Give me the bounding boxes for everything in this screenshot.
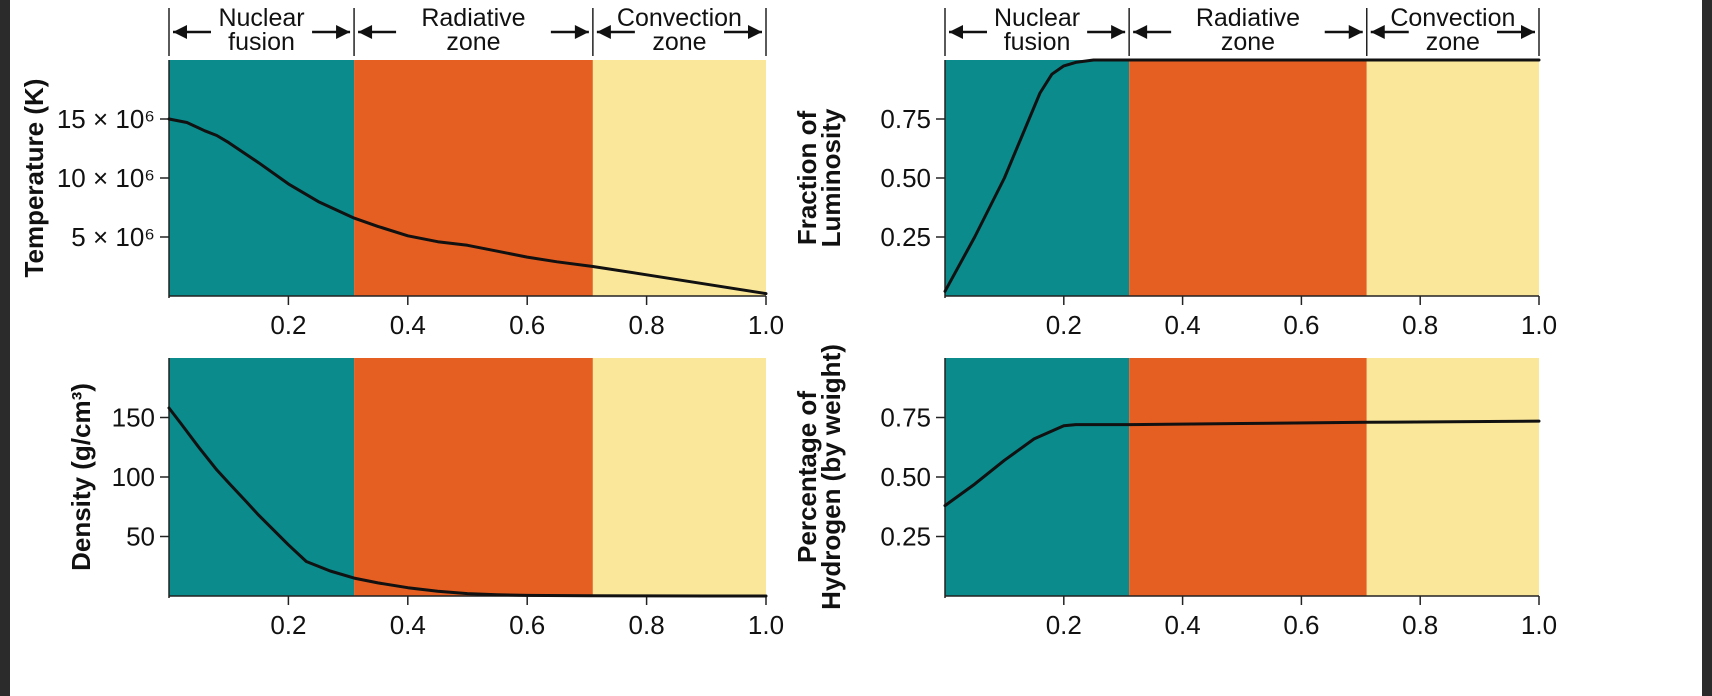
x-tick-label: 0.2 <box>1046 310 1082 340</box>
zone-label: Nuclear <box>994 4 1080 32</box>
x-tick-label: 1.0 <box>748 310 784 340</box>
x-tick-label: 0.8 <box>1402 610 1438 640</box>
zone-label: zone <box>652 28 706 56</box>
zone-label: Nuclear <box>218 4 304 32</box>
chart-hydrogen: 0.2 0.4 0.6 0.8 1.0 0.25 0.50 0.75 Percentage of… <box>792 344 1557 640</box>
y-tick-label: 15 × 10⁶ <box>57 104 155 134</box>
y-tick-label: 50 <box>126 522 155 552</box>
zone-label: Radiative <box>1196 4 1300 32</box>
chart-luminosity: 0.2 0.4 0.6 0.8 1.0 0.25 0.50 0.75 Fraction ofLu… <box>792 4 1557 340</box>
series-line <box>943 419 1541 508</box>
x-tick-label: 0.8 <box>629 310 665 340</box>
arrowhead-left <box>949 25 963 39</box>
series-line <box>167 117 768 296</box>
chart-temperature: 0.2 0.4 0.6 0.8 1.0 5 × 10⁶ 10 × 10⁶ 15 × 10⁶ Te… <box>19 4 784 340</box>
y-axis-title: Percentage ofHydrogen (by weight) <box>792 344 846 610</box>
arrowhead-left <box>1370 25 1385 39</box>
arrowhead-left <box>358 25 373 39</box>
zone-band <box>1366 60 1539 296</box>
arrowhead-right <box>1111 25 1126 39</box>
zone-band <box>1366 358 1539 596</box>
arrowhead-right <box>574 25 589 39</box>
arrowhead-left <box>173 25 187 39</box>
arrowhead-right <box>336 25 351 39</box>
x-tick-label: 0.2 <box>1046 610 1082 640</box>
x-tick-label: 1.0 <box>1521 310 1557 340</box>
x-tick-label: 0.6 <box>509 310 545 340</box>
zone-band <box>169 60 355 296</box>
y-tick-label: 5 × 10⁶ <box>71 222 155 252</box>
solar-interior-charts: 0.2 0.4 0.6 0.8 1.0 5 × 10⁶ 10 × 10⁶ 15 × 10⁶ Te… <box>19 4 1557 640</box>
zone-band <box>354 358 593 596</box>
x-tick-label: 0.6 <box>509 610 545 640</box>
x-tick-label: 0.8 <box>629 610 665 640</box>
zone-label: zone <box>446 28 500 56</box>
zone-band <box>1129 358 1367 596</box>
x-tick-label: 0.2 <box>270 310 306 340</box>
y-tick-label: 0.25 <box>880 222 931 252</box>
zone-label: Convection <box>1390 4 1515 32</box>
series-line <box>943 58 1541 293</box>
y-tick-label: 100 <box>112 462 155 492</box>
y-axis-title-line: Luminosity <box>816 108 846 247</box>
zone-band <box>1129 60 1367 296</box>
y-tick-label: 0.50 <box>880 462 931 492</box>
x-tick-label: 0.6 <box>1283 310 1319 340</box>
zone-label: fusion <box>1004 28 1071 56</box>
zone-label: zone <box>1221 28 1275 56</box>
zone-band <box>592 358 766 596</box>
arrowhead-right <box>1521 25 1535 39</box>
zone-band <box>592 60 766 296</box>
x-tick-label: 0.4 <box>1165 310 1201 340</box>
x-tick-label: 1.0 <box>1521 610 1557 640</box>
zone-label: Convection <box>617 4 742 32</box>
x-tick-label: 0.4 <box>1165 610 1201 640</box>
y-tick-label: 0.50 <box>880 163 931 193</box>
y-axis-title-line: Fraction of <box>792 111 822 246</box>
y-tick-label: 0.25 <box>880 522 931 552</box>
y-axis-title-line: Temperature (K) <box>19 79 49 278</box>
zone-band <box>945 60 1130 296</box>
y-axis-title: Fraction ofLuminosity <box>792 108 846 247</box>
zone-band <box>169 358 355 596</box>
zone-label: Radiative <box>421 4 525 32</box>
series-line <box>167 406 768 598</box>
x-tick-label: 0.6 <box>1283 610 1319 640</box>
arrowhead-right <box>748 25 762 39</box>
y-axis-title-line: Percentage of <box>792 391 822 563</box>
zone-label: fusion <box>228 28 295 56</box>
solar-interior-figure: 0.2 0.4 0.6 0.8 1.0 5 × 10⁶ 10 × 10⁶ 15 × 10⁶ Te… <box>10 0 1702 696</box>
y-tick-label: 0.75 <box>880 104 931 134</box>
arrowhead-right <box>1348 25 1363 39</box>
x-tick-label: 1.0 <box>748 610 784 640</box>
y-axis-title: Temperature (K) <box>19 79 49 278</box>
y-axis-title-line: Density (g/cm³) <box>66 383 96 571</box>
zone-band <box>945 358 1130 596</box>
x-tick-label: 0.2 <box>270 610 306 640</box>
x-tick-label: 0.4 <box>390 310 426 340</box>
y-tick-label: 10 × 10⁶ <box>57 163 155 193</box>
zone-band <box>354 60 593 296</box>
arrowhead-left <box>596 25 611 39</box>
x-tick-label: 0.4 <box>390 610 426 640</box>
y-tick-label: 150 <box>112 403 155 433</box>
y-axis-title-line: Hydrogen (by weight) <box>816 344 846 610</box>
y-axis-title: Density (g/cm³) <box>66 383 96 571</box>
x-tick-label: 0.8 <box>1402 310 1438 340</box>
zone-label: zone <box>1426 28 1480 56</box>
y-tick-label: 0.75 <box>880 403 931 433</box>
arrowhead-left <box>1133 25 1148 39</box>
chart-density: 0.2 0.4 0.6 0.8 1.0 50 100 150 Density (g/cm³) <box>66 358 784 640</box>
